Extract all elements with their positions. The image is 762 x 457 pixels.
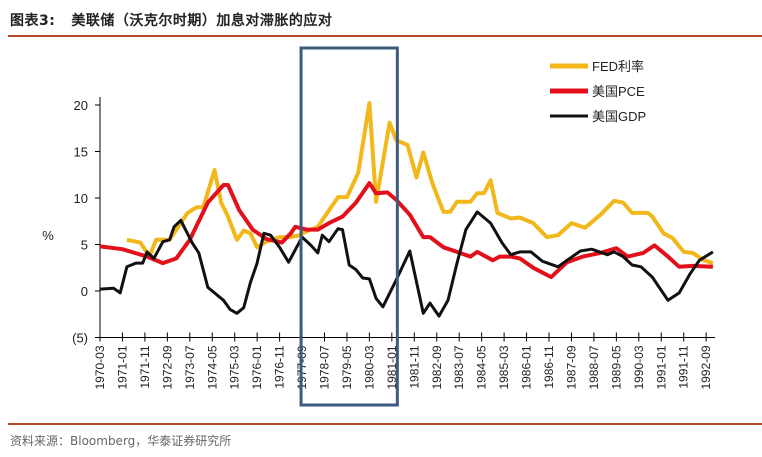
x-tick-label: 1991-11	[677, 345, 691, 388]
axes: 20 15 10 5 0 (5)% 1970-03 1971-01 1971-11 1972-09…	[42, 97, 716, 390]
y-tick-label: 20	[74, 98, 88, 113]
series-lines	[99, 101, 714, 318]
series-line-gdp	[99, 210, 714, 318]
x-tick-label: 1973-07	[183, 345, 197, 389]
title-divider	[8, 35, 762, 37]
x-tick-label: 1971-11	[138, 345, 152, 388]
legend-label: FED利率	[592, 59, 644, 74]
y-tick-label: (5)	[72, 331, 88, 346]
x-tick-label: 1983-07	[452, 345, 466, 389]
x-tick-label: 1970-03	[93, 345, 107, 389]
footer-divider	[8, 423, 762, 425]
x-tick-label: 1988-07	[587, 345, 601, 389]
x-tick-label: 1974-05	[205, 345, 219, 389]
x-tick-label: 1989-05	[609, 345, 623, 389]
x-tick-label: 1981-11	[407, 345, 421, 388]
legend-label: 美国PCE	[592, 84, 645, 99]
highlight-rect	[299, 46, 399, 407]
highlight-box	[299, 46, 399, 407]
x-tick-label: 1979-05	[340, 345, 354, 389]
x-tick-label: 1984-05	[475, 345, 489, 389]
x-tick-label: 1976-11	[273, 345, 287, 388]
source-note: 资料来源：Bloomberg，华泰证券研究所	[10, 434, 232, 448]
x-tick-label: 1981-01	[385, 345, 399, 389]
x-tick-label: 1986-01	[520, 345, 534, 389]
x-tick-label: 1971-01	[115, 345, 129, 389]
y-tick-label: 5	[81, 238, 88, 253]
x-tick-label: 1978-07	[318, 345, 332, 389]
x-tick-label: 1985-03	[497, 345, 511, 389]
x-tick-label: 1990-03	[632, 345, 646, 389]
y-axis-label: %	[42, 228, 54, 243]
x-tick-label: 1980-03	[362, 345, 376, 389]
x-tick-label: 1986-11	[542, 345, 556, 388]
x-tick-label: 1987-09	[564, 345, 578, 389]
legend-label: 美国GDP	[592, 109, 646, 124]
x-tick-label: 1991-01	[654, 345, 668, 389]
x-tick-label: 1976-01	[250, 345, 264, 389]
series-line-pce	[99, 181, 713, 280]
figure-number: 图表3:	[10, 13, 56, 29]
series-line-fed-rate	[126, 101, 714, 266]
figure-title-text: 美联储（沃克尔时期）加息对滞胀的应对	[71, 13, 333, 29]
y-tick-label: 10	[74, 191, 88, 206]
x-tick-label: 1982-09	[430, 345, 444, 389]
x-tick-label: 1992-09	[699, 345, 713, 389]
figure-title: 图表3: 美联储（沃克尔时期）加息对滞胀的应对	[10, 10, 332, 30]
x-tick-label: 1975-03	[228, 345, 242, 389]
y-tick-label: 15	[74, 145, 88, 160]
x-tick-label: 1972-09	[160, 345, 174, 389]
y-tick-label: 0	[81, 284, 88, 299]
